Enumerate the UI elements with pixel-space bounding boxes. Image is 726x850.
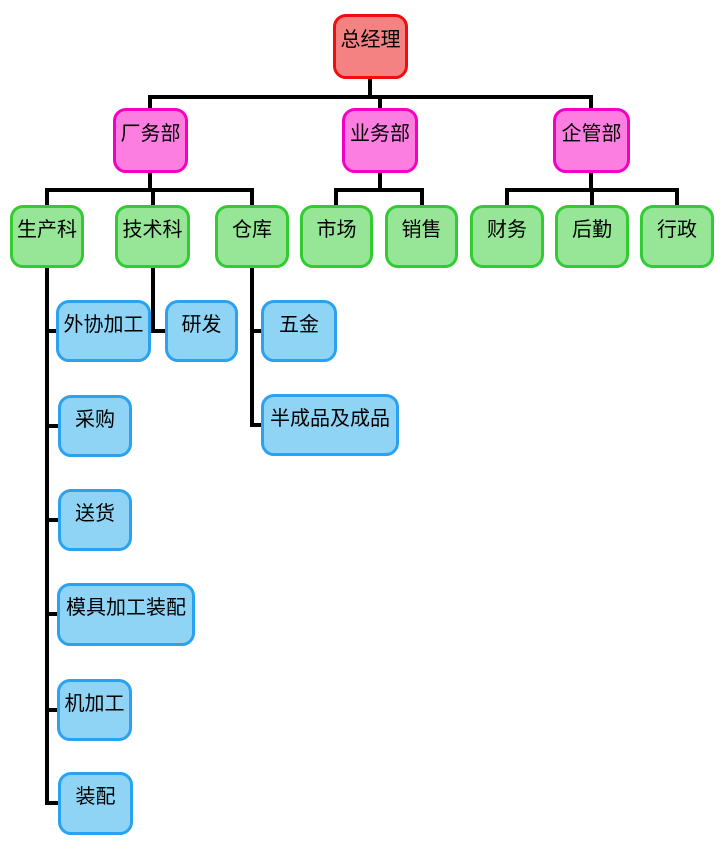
- connector-assembly-stub: [45, 801, 58, 805]
- node-sales: 销售: [385, 205, 458, 268]
- node-general-manager: 总经理: [333, 14, 408, 79]
- node-admin: 行政: [640, 205, 714, 268]
- connector-business-rail: [334, 188, 424, 192]
- node-machining: 机加工: [57, 679, 132, 741]
- connector-warehouse-trunk: [250, 268, 254, 427]
- connector-business-down: [378, 173, 382, 190]
- node-market: 市场: [300, 205, 373, 268]
- node-technical-section: 技术科: [115, 205, 190, 268]
- connector-procurement-stub: [45, 424, 58, 428]
- connector-level2-rail: [148, 95, 593, 99]
- connector-rnd-stub: [151, 329, 165, 333]
- connector-semi-finished-stub: [250, 423, 261, 427]
- connector-sales-top: [420, 188, 424, 206]
- connector-technical-trunk: [151, 268, 155, 333]
- connector-production-trunk: [45, 268, 49, 805]
- node-logistics: 后勤: [555, 205, 629, 268]
- connector-root-down: [368, 78, 372, 97]
- connector-logistics-top: [590, 188, 594, 206]
- node-outsourcing: 外协加工: [56, 300, 151, 362]
- connector-factory-affairs-down: [148, 173, 152, 190]
- node-production-section: 生产科: [10, 205, 84, 268]
- connector-market-top: [334, 188, 338, 206]
- node-assembly: 装配: [58, 772, 133, 835]
- connector-factory-affairs-rail: [45, 188, 254, 192]
- node-warehouse: 仓库: [215, 205, 289, 268]
- connector-finance-top: [505, 188, 509, 206]
- connector-production-top: [45, 188, 49, 206]
- connector-mold-assembly-stub: [45, 612, 57, 616]
- node-delivery: 送货: [58, 489, 132, 551]
- connector-technical-top: [151, 188, 155, 206]
- connector-business-top: [378, 95, 382, 110]
- connector-delivery-stub: [45, 518, 58, 522]
- node-semi-finished-products: 半成品及成品: [261, 394, 399, 456]
- connector-admin-top: [675, 188, 679, 206]
- node-business-dept: 业务部: [342, 108, 418, 173]
- node-enterprise-mgmt-dept: 企管部: [553, 108, 630, 173]
- node-rnd: 研发: [165, 300, 238, 362]
- node-factory-affairs-dept: 厂务部: [113, 108, 188, 173]
- connector-machining-stub: [45, 708, 57, 712]
- connector-factory-affairs-top: [148, 95, 152, 110]
- connector-enterprise-down: [589, 173, 593, 190]
- connector-hardware-stub: [250, 329, 261, 333]
- node-hardware: 五金: [261, 300, 337, 362]
- node-mold-assembly: 模具加工装配: [57, 583, 195, 646]
- node-procurement: 采购: [58, 395, 132, 457]
- connector-enterprise-top: [589, 95, 593, 110]
- node-finance: 财务: [470, 205, 544, 268]
- connector-warehouse-top: [250, 188, 254, 206]
- connector-outsourcing-stub: [45, 329, 56, 333]
